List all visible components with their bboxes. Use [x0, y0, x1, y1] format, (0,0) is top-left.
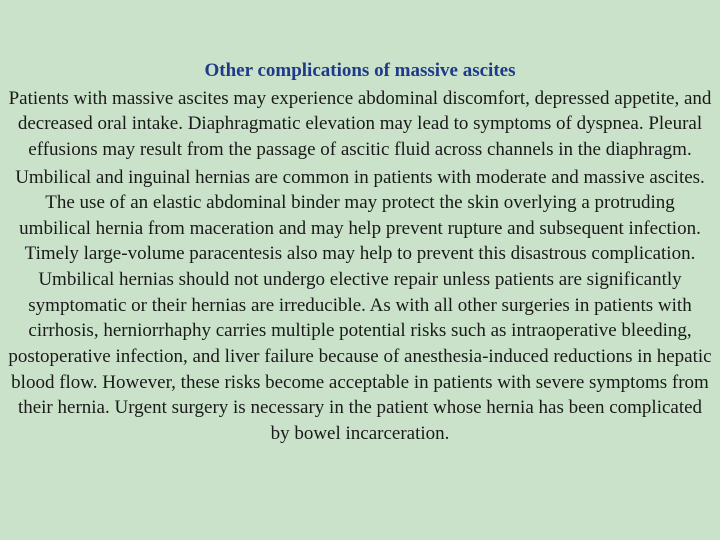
slide-title: Other complications of massive ascites — [8, 58, 712, 84]
body-paragraph-2: Umbilical and inguinal hernias are commo… — [8, 165, 712, 447]
body-paragraph-1: Patients with massive ascites may experi… — [8, 86, 712, 163]
